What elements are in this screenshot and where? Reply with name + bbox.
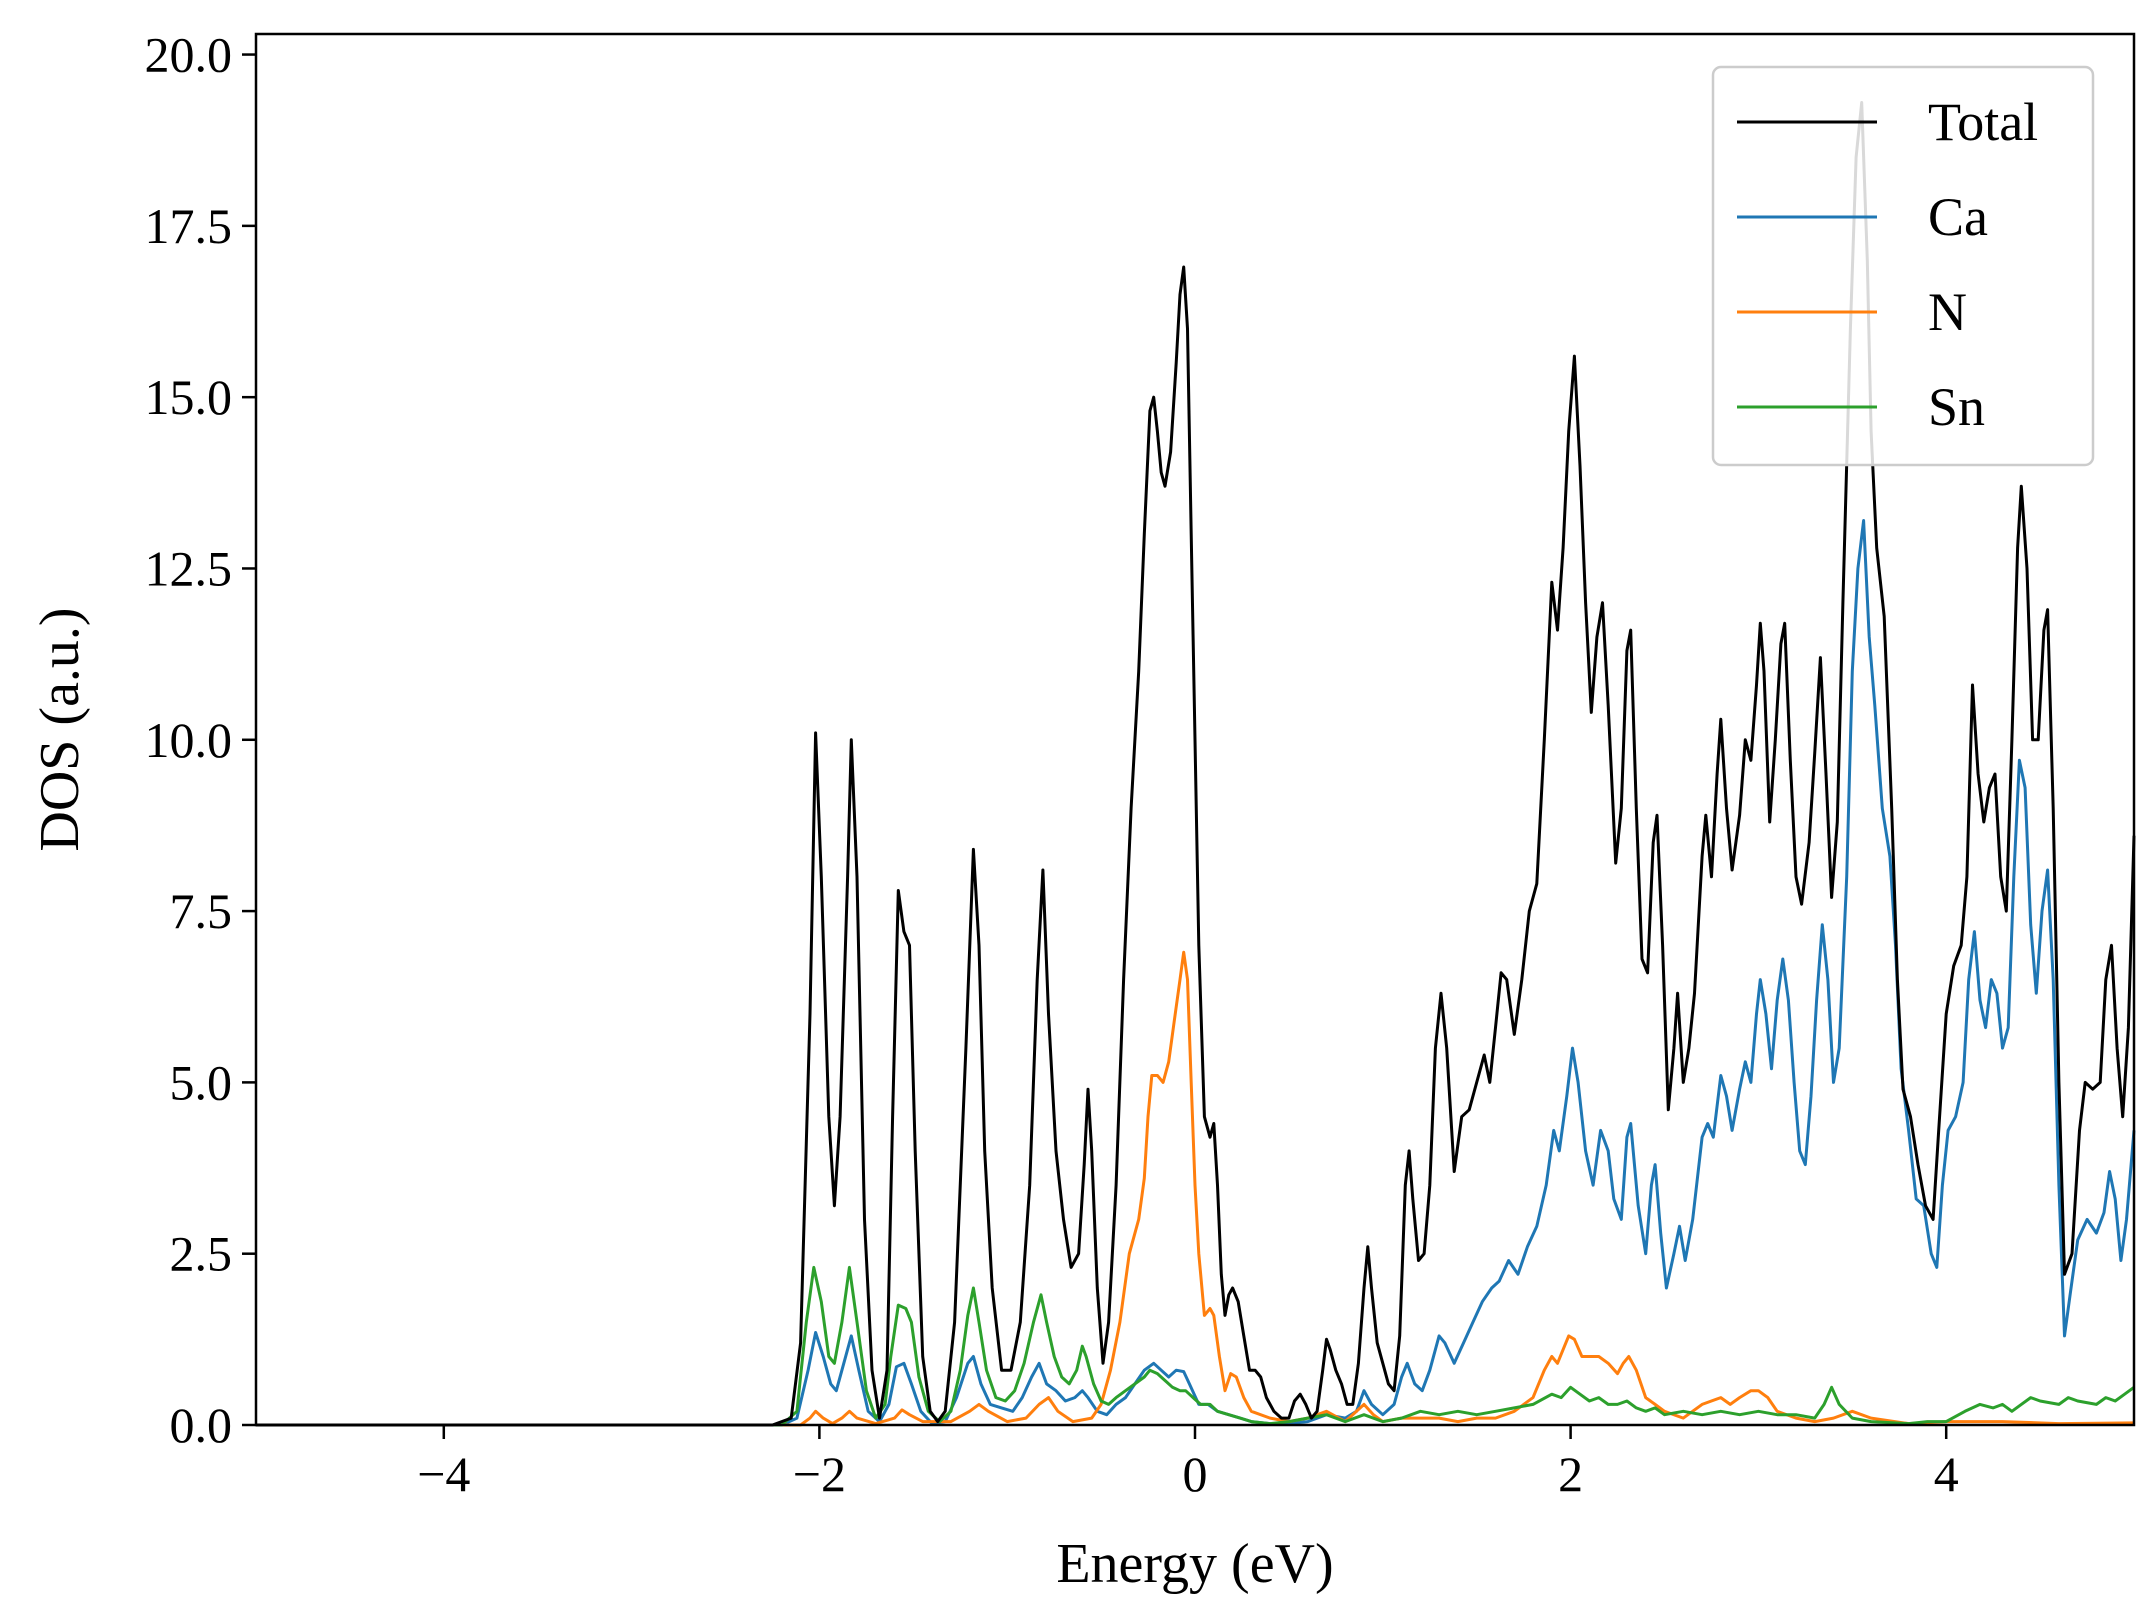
y-axis-label: DOS (a.u.): [29, 607, 91, 851]
y-tick-label: 17.5: [145, 198, 233, 254]
y-tick-label: 20.0: [145, 27, 233, 83]
series-line-ca: [256, 519, 2136, 1427]
plot-lines: [256, 101, 2136, 1427]
y-tick-label: 7.5: [170, 883, 233, 939]
x-tick-label: 0: [1183, 1446, 1208, 1502]
series-line-n: [256, 950, 2135, 1427]
y-tick-label: 12.5: [145, 540, 233, 596]
x-tick-label: −2: [793, 1446, 846, 1502]
y-tick-label: 2.5: [170, 1226, 233, 1282]
series-line-total: [256, 101, 2136, 1427]
x-tick-label: 4: [1934, 1446, 1959, 1502]
legend-box: [1711, 65, 2095, 467]
x-tick-label: −4: [417, 1446, 470, 1502]
x-axis-label: Energy (eV): [1056, 1533, 1333, 1595]
y-tick-label: 0.0: [170, 1397, 233, 1453]
y-tick-label: 15.0: [145, 369, 233, 425]
x-axis-ticks: −4 −2 0 2 4: [417, 1425, 1959, 1502]
y-tick-label: 5.0: [170, 1054, 233, 1110]
legend-label-ca: Ca: [1928, 187, 1988, 247]
legend-label-n: N: [1928, 282, 1967, 342]
series-line-sn: [256, 1265, 2135, 1427]
legend-label-sn: Sn: [1928, 377, 1985, 437]
legend-label-total: Total: [1928, 92, 2038, 152]
y-tick-label: 10.0: [145, 712, 233, 768]
x-tick-label: 2: [1558, 1446, 1583, 1502]
legend: Total Ca N Sn: [1711, 65, 2095, 467]
plot-frame: [254, 32, 2136, 1427]
y-axis-ticks: 0.0 2.5 5.0 7.5 10.0 12.5 15.0 17.5 20.0: [145, 27, 256, 1453]
